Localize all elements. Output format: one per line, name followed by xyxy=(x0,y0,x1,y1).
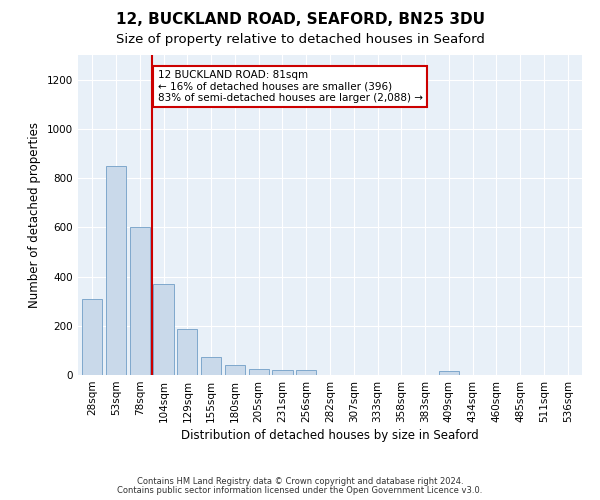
Bar xyxy=(106,166,126,375)
Bar xyxy=(177,330,197,375)
Bar xyxy=(154,284,173,375)
X-axis label: Distribution of detached houses by size in Seaford: Distribution of detached houses by size … xyxy=(181,429,479,442)
Bar xyxy=(201,356,221,375)
Text: Contains HM Land Registry data © Crown copyright and database right 2024.: Contains HM Land Registry data © Crown c… xyxy=(137,477,463,486)
Text: Contains public sector information licensed under the Open Government Licence v3: Contains public sector information licen… xyxy=(118,486,482,495)
Bar xyxy=(82,298,103,375)
Bar xyxy=(272,370,293,375)
Text: Size of property relative to detached houses in Seaford: Size of property relative to detached ho… xyxy=(116,32,484,46)
Bar xyxy=(439,371,459,375)
Bar xyxy=(248,369,269,375)
Bar xyxy=(130,228,150,375)
Bar xyxy=(225,364,245,375)
Text: 12, BUCKLAND ROAD, SEAFORD, BN25 3DU: 12, BUCKLAND ROAD, SEAFORD, BN25 3DU xyxy=(115,12,485,28)
Y-axis label: Number of detached properties: Number of detached properties xyxy=(28,122,41,308)
Bar xyxy=(296,370,316,375)
Text: 12 BUCKLAND ROAD: 81sqm
← 16% of detached houses are smaller (396)
83% of semi-d: 12 BUCKLAND ROAD: 81sqm ← 16% of detache… xyxy=(158,70,422,103)
